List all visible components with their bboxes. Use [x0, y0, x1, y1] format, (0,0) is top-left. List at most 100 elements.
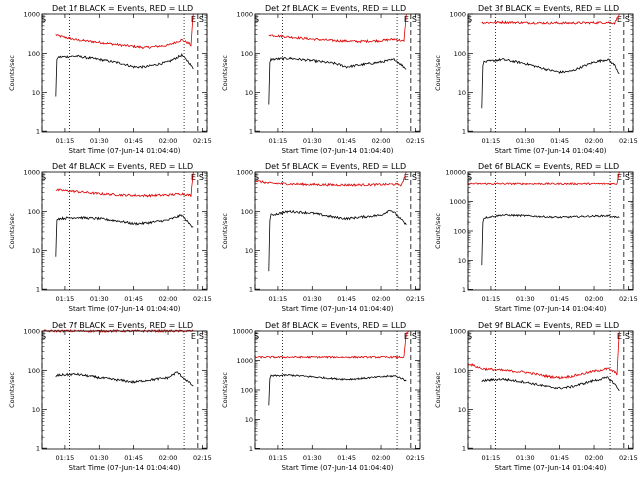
series-lld	[467, 171, 620, 186]
panel-det-4f: Det 4f BLACK = Events, RED = LLD Counts/s…	[8, 162, 212, 313]
y-tick-label: 1000	[236, 169, 253, 177]
x-tick-label: 02:00	[159, 295, 178, 303]
x-tick-label: 01:45	[124, 295, 143, 303]
y-tick-label: 10	[245, 247, 253, 255]
x-axis-label: Start Time (07-Jun-14 01:04:40)	[495, 305, 607, 313]
y-tick-label: 1	[249, 286, 253, 294]
y-axis-label: Counts/sec	[8, 213, 16, 249]
y-tick-label: 100	[28, 367, 40, 375]
marker-e: E	[617, 15, 622, 24]
y-tick-label: 10000	[445, 169, 466, 177]
x-tick-label: 02:00	[159, 454, 178, 462]
marker-e: E	[617, 173, 622, 182]
plot-frame	[41, 13, 208, 133]
marker-e: E	[191, 332, 196, 341]
y-tick-label: 1000	[236, 11, 253, 19]
series-events	[55, 52, 194, 97]
x-tick-label: 02:00	[372, 454, 391, 462]
x-tick-label: 02:15	[193, 454, 212, 462]
x-tick-label: 01:30	[303, 454, 322, 462]
marker-s: S	[254, 173, 259, 182]
panel-det-3f: Det 3f BLACK = Events, RED = LLD Counts/s…	[434, 4, 638, 155]
x-tick-label: 02:00	[372, 295, 391, 303]
y-axis-label: Counts/sec	[8, 372, 16, 408]
x-tick-label: 01:45	[337, 295, 356, 303]
x-tick-label: 01:30	[90, 295, 109, 303]
x-tick-label: 01:15	[56, 295, 75, 303]
panel-title: Det 1f BLACK = Events, RED = LLD	[52, 4, 193, 13]
x-tick-label: 01:30	[516, 137, 535, 145]
y-tick-label: 1000	[449, 328, 466, 336]
x-axis-label: Start Time (07-Jun-14 01:04:40)	[495, 464, 607, 472]
x-tick-label: 02:00	[585, 137, 604, 145]
x-axis-label: Start Time (07-Jun-14 01:04:40)	[282, 464, 394, 472]
panel-det-9f: Det 9f BLACK = Events, RED = LLD Counts/s…	[434, 321, 638, 472]
y-tick-label: 100	[241, 208, 253, 216]
y-tick-label: 10	[458, 89, 466, 97]
marker-s: S	[467, 15, 472, 24]
panel-title: Det 5f BLACK = Events, RED = LLD	[265, 162, 406, 171]
marker-s: S	[41, 15, 46, 24]
panel-title: Det 3f BLACK = Events, RED = LLD	[478, 4, 619, 13]
x-tick-label: 01:45	[550, 137, 569, 145]
y-tick-label: 10	[32, 247, 40, 255]
panel-title: Det 4f BLACK = Events, RED = LLD	[52, 162, 193, 171]
marker-s: S	[41, 332, 46, 341]
x-axis-label: Start Time (07-Jun-14 01:04:40)	[282, 305, 394, 313]
y-tick-label: 1000	[449, 198, 466, 206]
panel-det-7f: Det 7f BLACK = Events, RED = LLD Counts/s…	[8, 321, 212, 472]
marker-e: E	[404, 173, 409, 182]
x-tick-label: 01:45	[124, 454, 143, 462]
x-tick-label: 02:15	[406, 137, 425, 145]
x-tick-label: 01:30	[303, 295, 322, 303]
y-axis-label: Counts/sec	[221, 372, 229, 408]
y-axis-label: Counts/sec	[434, 213, 442, 249]
x-tick-label: 01:45	[550, 454, 569, 462]
x-tick-label: 01:30	[516, 454, 535, 462]
marker-s: S	[199, 173, 204, 182]
y-axis-label: Counts/sec	[221, 213, 229, 249]
y-tick-label: 10	[32, 89, 40, 97]
y-tick-label: 1	[249, 128, 253, 136]
panel-title: Det 6f BLACK = Events, RED = LLD	[478, 162, 619, 171]
x-tick-label: 02:15	[406, 295, 425, 303]
plot-frame	[467, 13, 634, 133]
x-tick-label: 02:00	[159, 137, 178, 145]
panel-title: Det 7f BLACK = Events, RED = LLD	[52, 321, 193, 330]
plot-frame	[41, 330, 208, 450]
x-tick-label: 01:45	[550, 295, 569, 303]
x-tick-label: 01:30	[90, 137, 109, 145]
panel-det-2f: Det 2f BLACK = Events, RED = LLD Counts/s…	[221, 4, 425, 155]
y-tick-label: 1	[36, 286, 40, 294]
panel-title: Det 9f BLACK = Events, RED = LLD	[478, 321, 619, 330]
x-tick-label: 02:15	[619, 137, 638, 145]
x-tick-label: 01:45	[337, 454, 356, 462]
x-axis-label: Start Time (07-Jun-14 01:04:40)	[69, 305, 181, 313]
y-axis-label: Counts/sec	[434, 372, 442, 408]
x-tick-label: 01:45	[124, 137, 143, 145]
panel-det-1f: Det 1f BLACK = Events, RED = LLD Counts/s…	[8, 4, 212, 155]
series-events	[268, 209, 407, 272]
x-tick-label: 01:15	[56, 454, 75, 462]
x-tick-label: 01:15	[482, 454, 501, 462]
plot-frame	[254, 330, 421, 450]
marker-s: S	[625, 173, 630, 182]
plot-frame	[254, 13, 421, 133]
panel-title: Det 2f BLACK = Events, RED = LLD	[265, 4, 406, 13]
plot-frame	[467, 330, 634, 450]
marker-s: S	[41, 173, 46, 182]
marker-e: E	[191, 15, 196, 24]
series-lld	[481, 13, 620, 25]
y-tick-label: 100	[28, 50, 40, 58]
x-tick-label: 01:15	[269, 295, 288, 303]
x-tick-label: 01:15	[269, 137, 288, 145]
x-axis-label: Start Time (07-Jun-14 01:04:40)	[282, 147, 394, 155]
panel-det-6f: Det 6f BLACK = Events, RED = LLD Counts/s…	[434, 162, 638, 313]
x-tick-label: 01:30	[303, 137, 322, 145]
series-lld	[254, 171, 407, 187]
x-axis-label: Start Time (07-Jun-14 01:04:40)	[495, 147, 607, 155]
x-tick-label: 02:15	[193, 295, 212, 303]
x-tick-label: 02:15	[406, 454, 425, 462]
series-events	[268, 56, 407, 105]
